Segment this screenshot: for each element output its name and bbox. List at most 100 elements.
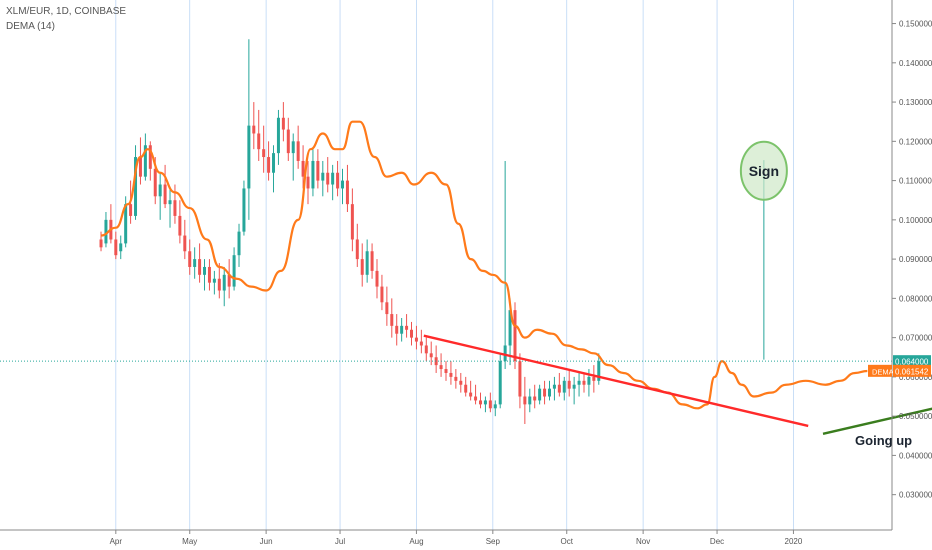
candle [119,235,123,260]
candle [483,396,487,413]
candle-body [474,396,478,401]
candle-body [311,160,315,189]
candle [183,219,187,260]
going-up-label: Going up [855,433,912,448]
candle-body [449,372,453,377]
candle [390,298,394,338]
candle-body [257,133,261,150]
candle-body [301,160,305,177]
candle-body [400,325,404,334]
candle [296,125,300,169]
y-tick-label: 0.080000 [899,294,932,303]
candle [523,376,527,424]
candle-body [203,266,207,275]
uptrend-line [822,407,932,435]
candle-body [424,345,428,354]
candle [262,125,266,173]
candle [321,160,325,197]
candle-body [163,184,167,205]
candle [400,318,404,342]
candle [306,160,310,205]
chart-header: XLM/EUR, 1D, COINBASE DEMA (14) [6,6,126,32]
candle-body [124,204,128,244]
candle-body [390,314,394,326]
candle [301,145,305,189]
candle-body [272,153,276,173]
candle [203,259,207,291]
x-tick-label: Sep [486,537,501,546]
y-tick-label: 0.040000 [899,451,932,460]
candle [267,141,271,181]
candle [429,341,433,366]
candle [222,266,226,307]
candle-body [281,117,285,130]
candle-body [355,239,359,260]
candle [405,314,409,338]
candle [355,223,359,267]
candle [572,376,576,405]
candle [513,302,517,370]
candle [543,380,547,405]
candle-body [567,380,571,389]
candle-body [518,361,522,397]
candle-body [562,380,566,393]
candle-body [143,145,147,177]
candle-body [350,204,354,240]
candle [498,353,502,409]
candle [577,372,581,397]
candle [444,361,448,381]
candle-body [592,376,596,381]
candle-body [577,380,581,385]
candle [247,39,251,220]
candle [464,376,468,397]
candle-body [597,361,601,381]
candle-body [104,219,108,244]
candle-body [217,278,221,291]
candle [380,274,384,311]
candle-body [483,400,487,405]
candle [114,231,118,260]
candle [237,223,241,267]
candle [552,376,556,401]
candle [567,369,571,397]
candle [326,157,330,193]
y-tick-label: 0.030000 [899,491,932,500]
candle [207,259,211,291]
candle-body [252,125,256,134]
candle [439,353,443,377]
candle [193,247,197,279]
y-tick-label: 0.090000 [899,255,932,264]
x-tick-label: Nov [636,537,650,546]
candle-body [543,388,547,397]
candle [350,188,354,252]
candle [414,325,418,350]
dema-value: 0.061542 [895,367,929,376]
candle [272,145,276,193]
sign-circle [739,140,788,201]
candle [291,133,295,181]
candle [143,133,147,181]
candle-body [222,274,226,291]
y-tick-label: 0.120000 [899,137,932,146]
candle-body [547,388,551,397]
candle [493,400,497,417]
y-tick-label: 0.130000 [899,98,932,107]
candle [360,243,364,287]
candle [158,172,162,220]
downtrend-line [423,334,809,428]
candle [173,184,177,224]
candle-body [129,204,133,216]
candle [474,384,478,405]
candle [469,380,473,401]
candle [459,372,463,393]
candle-body [405,325,409,330]
candle [385,286,389,326]
candle [198,243,202,283]
sign-label: Sign [749,163,779,179]
candle [134,145,138,220]
candle [557,372,561,397]
candle-body [419,341,423,346]
